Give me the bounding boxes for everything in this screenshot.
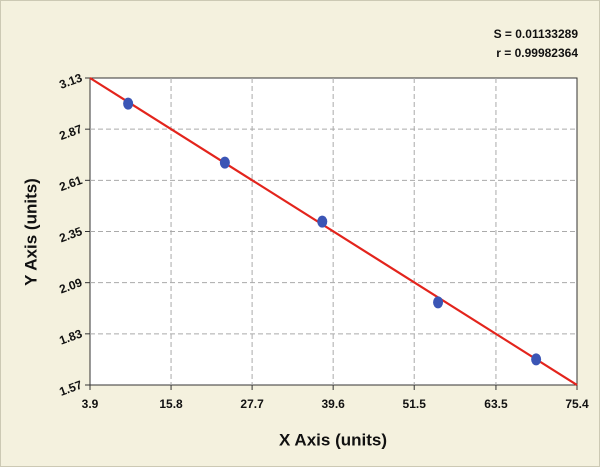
x-axis-title: X Axis (units) bbox=[279, 430, 387, 449]
point bbox=[433, 296, 444, 309]
x-tick-label: 39.6 bbox=[321, 397, 345, 411]
point bbox=[531, 353, 542, 366]
point bbox=[123, 97, 134, 110]
x-tick-label: 63.5 bbox=[484, 397, 508, 411]
annotation: S = 0.01133289 bbox=[494, 27, 579, 41]
fit-line bbox=[89, 77, 578, 386]
point bbox=[317, 215, 328, 228]
x-tick-label: 27.7 bbox=[240, 397, 264, 411]
annotation: r = 0.99982364 bbox=[496, 46, 578, 60]
x-tick-label: 3.9 bbox=[82, 397, 99, 411]
x-tick-label: 15.8 bbox=[159, 397, 183, 411]
x-tick-label: 51.5 bbox=[403, 397, 427, 411]
point bbox=[219, 156, 230, 169]
x-tick-label: 75.4 bbox=[565, 397, 589, 411]
y-axis-title: Y Axis (units) bbox=[21, 178, 40, 286]
